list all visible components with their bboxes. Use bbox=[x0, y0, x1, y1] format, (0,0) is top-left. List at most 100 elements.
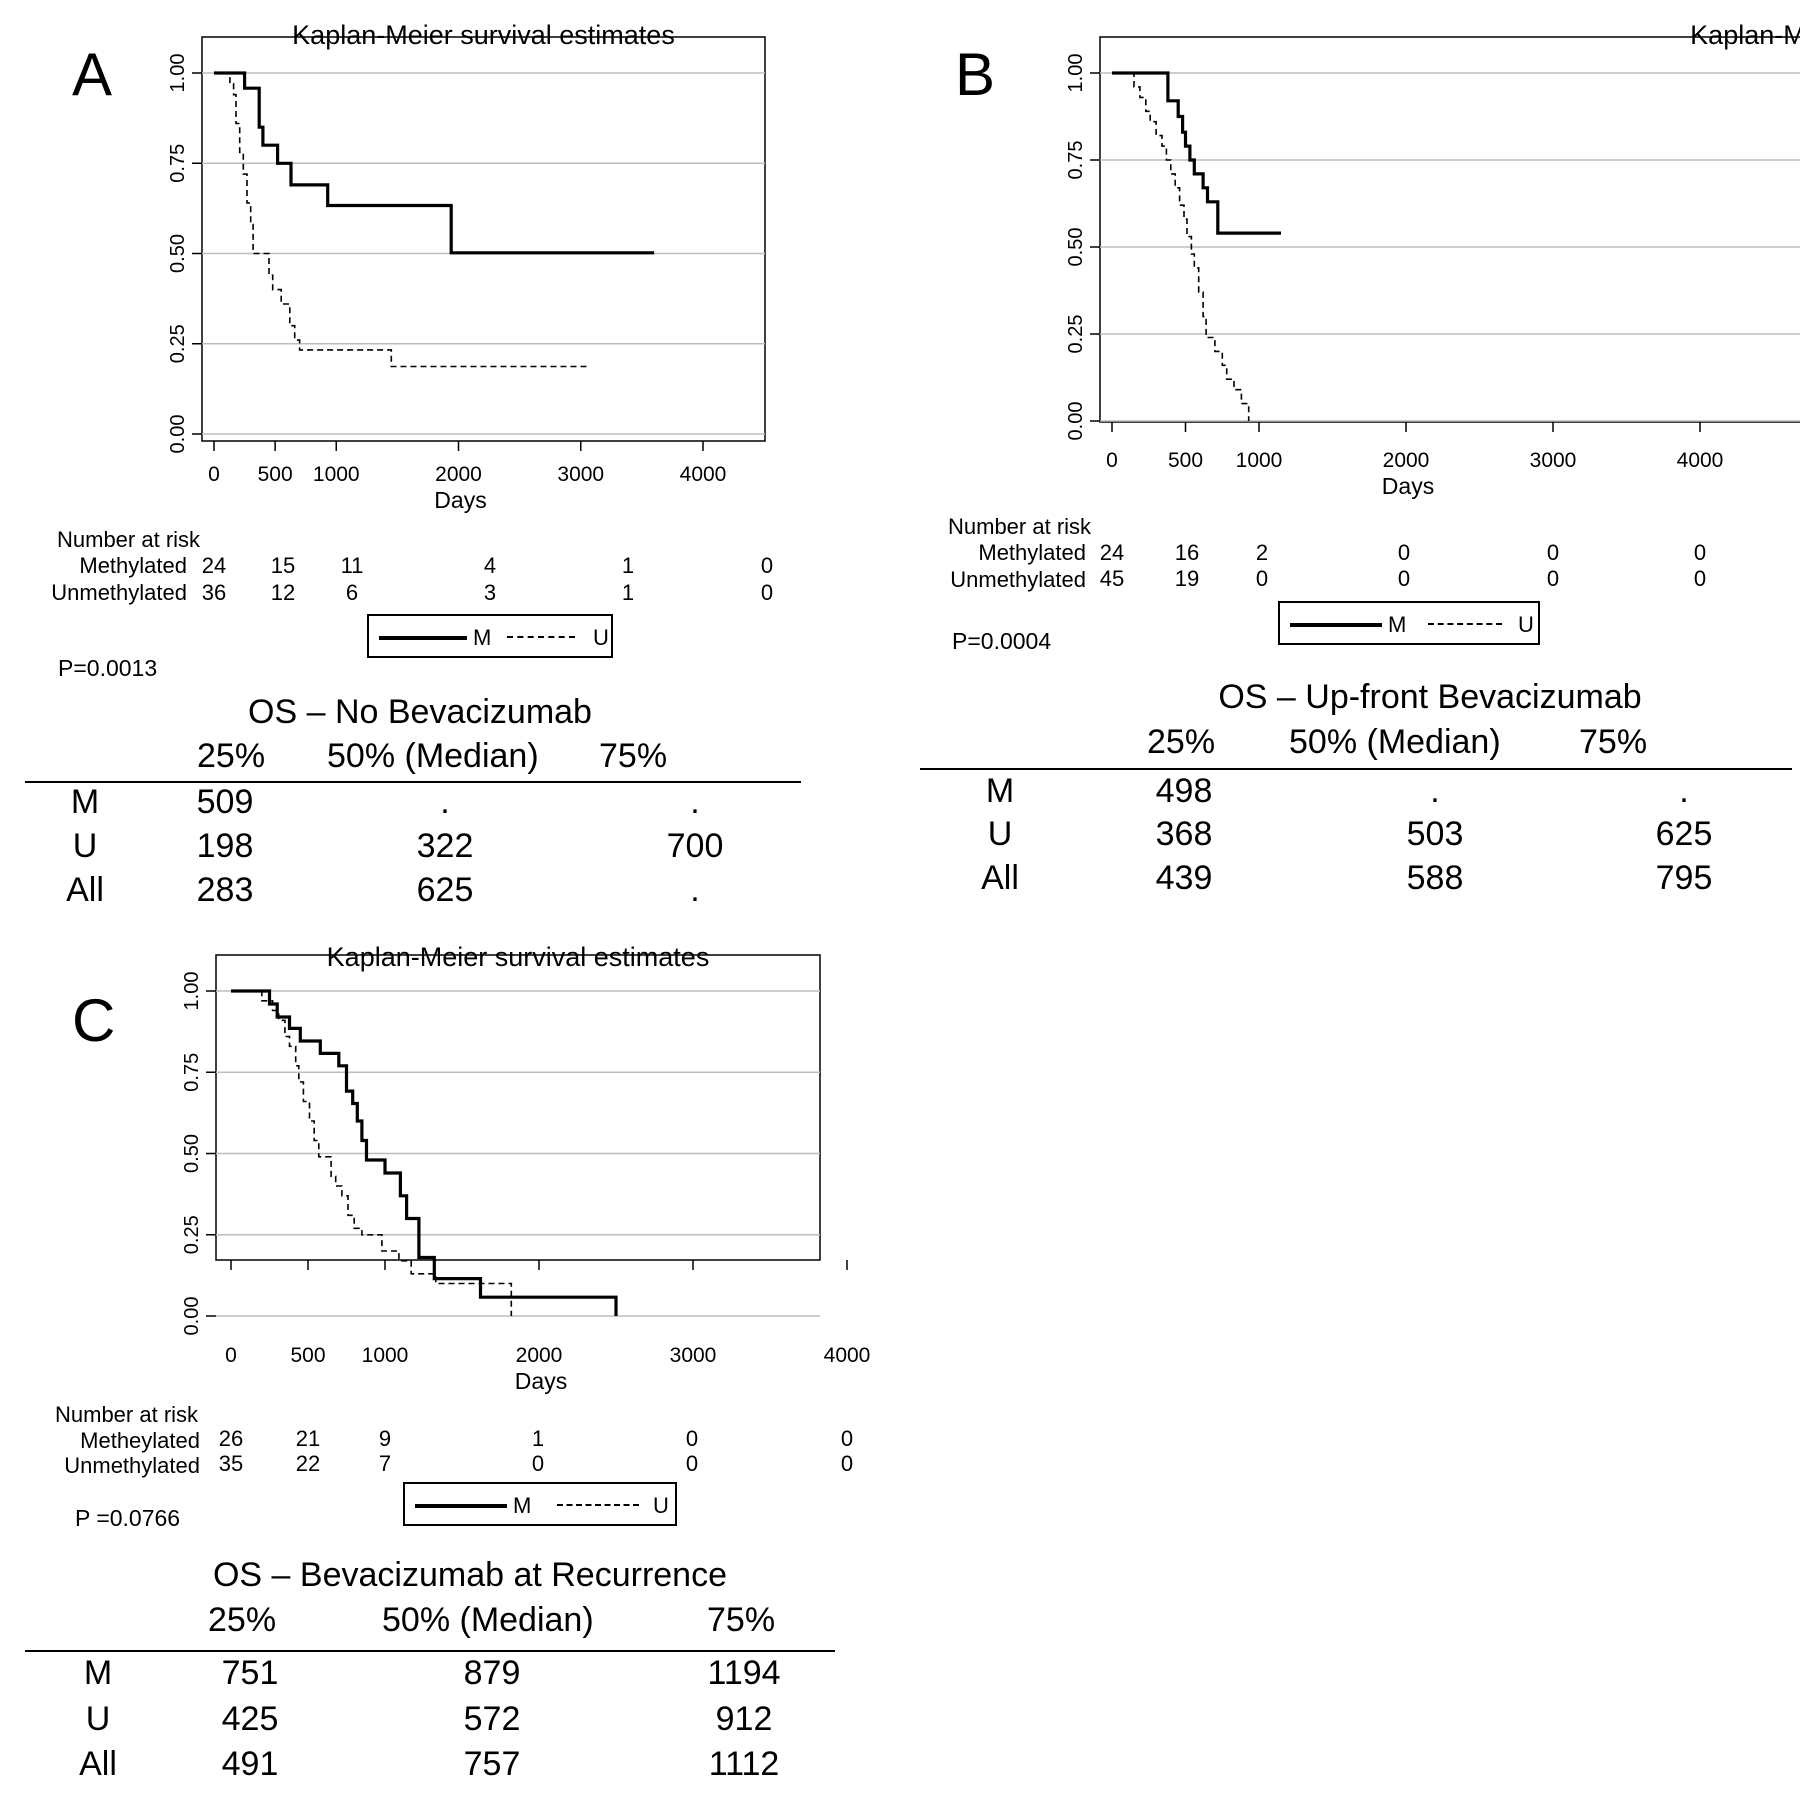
panel-c-row-m-label: M bbox=[83, 1654, 113, 1692]
panel-b-row-m-25: 498 bbox=[1155, 772, 1213, 810]
panel-b-y-tick-label: 0.25 bbox=[1065, 315, 1087, 354]
legend-dashed-line bbox=[507, 636, 575, 638]
panel-c-series-m-curve bbox=[231, 989, 618, 1316]
panel-b-y-tick-label: 0.00 bbox=[1065, 402, 1087, 441]
panel-c-row-m-75: 1194 bbox=[707, 1654, 781, 1692]
panel-c-row-all-25: 491 bbox=[221, 1745, 279, 1783]
panel-c-risk-count: 0 bbox=[686, 1451, 698, 1476]
panel-b-letter: B bbox=[955, 41, 996, 108]
panel-b-risk-count: 2 bbox=[1256, 540, 1268, 565]
panel-c-risk-count: 21 bbox=[296, 1426, 320, 1451]
panel-a-series-u-curve bbox=[214, 72, 587, 368]
panel-b-row-u-label: U bbox=[987, 815, 1013, 853]
panel-a-y-tick-label: 1.00 bbox=[167, 54, 189, 93]
panel-c-risk-count: 22 bbox=[296, 1451, 320, 1476]
legend-label-m: M bbox=[473, 625, 492, 650]
panel-a-x-tick-label: 3000 bbox=[557, 463, 604, 486]
panel-a-row-u-50: 322 bbox=[416, 827, 474, 865]
panel-a-row-u-label: U bbox=[72, 827, 98, 865]
panel-a-table-rule bbox=[25, 781, 801, 783]
panel-b-y-tick-label: 0.50 bbox=[1065, 228, 1087, 267]
panel-a-risk-header: Number at risk bbox=[57, 527, 201, 552]
panel-a-row-m-label: M bbox=[70, 783, 100, 821]
panel-a-y-tick-label: 0.25 bbox=[167, 324, 189, 363]
legend-solid-line bbox=[1290, 623, 1382, 627]
panel-b-x-tick-label: 2000 bbox=[1383, 449, 1430, 472]
panel-b-risk-count: 0 bbox=[1547, 566, 1559, 591]
panel-b-risk-count: 45 bbox=[1100, 566, 1124, 591]
panel-b-plot-frame bbox=[1099, 36, 1800, 423]
panel-a-x-tick-label: 1000 bbox=[313, 463, 360, 486]
panel-a-risk-label-u: Unmethylated bbox=[51, 580, 187, 605]
panel-c-risk-count: 0 bbox=[841, 1426, 853, 1451]
panel-a-row-all-75: . bbox=[690, 871, 700, 909]
panel-c-risk-label-u: Unmethylated bbox=[64, 1453, 200, 1478]
panel-b-risk-count: 16 bbox=[1175, 540, 1199, 565]
panel-b-row-u-75: 625 bbox=[1655, 815, 1713, 853]
panel-c-legend: M U bbox=[403, 1482, 677, 1526]
panel-c-y-tick-label: 0.00 bbox=[181, 1297, 203, 1336]
panel-a-risk-count: 12 bbox=[271, 580, 295, 605]
panel-b-risk-count: 19 bbox=[1175, 566, 1199, 591]
panel-a-x-tick-label: 4000 bbox=[680, 463, 727, 486]
panel-c-row-u-50: 572 bbox=[463, 1700, 521, 1738]
legend-solid-line bbox=[379, 636, 467, 640]
panel-b-x-tick-label: 3000 bbox=[1530, 449, 1577, 472]
panel-a-col-25: 25% bbox=[197, 737, 266, 775]
panel-c-y-tick-label: 1.00 bbox=[181, 972, 203, 1011]
panel-a-y-tick-label: 0.50 bbox=[167, 234, 189, 273]
panel-a-x-tick-label: 2000 bbox=[435, 463, 482, 486]
panel-b-legend: M U bbox=[1278, 601, 1540, 645]
panel-b-pvalue: P=0.0004 bbox=[952, 628, 1052, 654]
panel-a-risk-label-m: Methylated bbox=[79, 553, 187, 578]
panel-b-risk-count: 0 bbox=[1256, 566, 1268, 591]
panel-b-row-all-label: All bbox=[981, 859, 1019, 897]
legend-label-m: M bbox=[1388, 612, 1407, 637]
legend-label-u: U bbox=[653, 1493, 669, 1518]
legend-solid-line bbox=[415, 1504, 507, 1508]
panel-a-table-title: OS – No Bevacizumab bbox=[248, 693, 592, 731]
panel-b-x-tick-label: 500 bbox=[1168, 449, 1203, 472]
panel-b-x-tick-label: 0 bbox=[1106, 449, 1118, 472]
panel-b-row-m-label: M bbox=[985, 772, 1015, 810]
panel-a-row-m-50: . bbox=[440, 783, 450, 821]
panel-b-risk-label-u: Unmethylated bbox=[950, 567, 1086, 592]
panel-a-row-m-25: 509 bbox=[196, 783, 254, 821]
panel-a-row-all-50: 625 bbox=[416, 871, 474, 909]
panel-b-x-tick-label: 1000 bbox=[1236, 449, 1283, 472]
panel-c-risk-count: 0 bbox=[532, 1451, 544, 1476]
panel-a-chart-title: Kaplan-Meier survival estimates bbox=[292, 20, 675, 50]
panel-a-row-u-75: 700 bbox=[666, 827, 724, 865]
panel-a-risk-count: 0 bbox=[761, 580, 773, 605]
panel-a-risk-count: 4 bbox=[484, 553, 496, 578]
panel-a-risk-count: 15 bbox=[271, 553, 295, 578]
panel-b-risk-count: 0 bbox=[1694, 566, 1706, 591]
panel-c-risk-count: 1 bbox=[532, 1426, 544, 1451]
panel-b-series-m-curve bbox=[1112, 71, 1281, 235]
panel-a-series-m-curve bbox=[214, 71, 655, 255]
panel-c-letter: C bbox=[72, 987, 116, 1054]
panel-c-row-all-75: 1112 bbox=[708, 1745, 780, 1783]
panel-c-row-m-50: 879 bbox=[463, 1654, 521, 1692]
panel-c-plot-frame bbox=[215, 954, 821, 1261]
panel-c-row-u-label: U bbox=[85, 1700, 111, 1738]
panel-c-table-rule bbox=[25, 1650, 835, 1652]
panel-a-y-tick-label: 0.75 bbox=[167, 144, 189, 183]
panel-c-row-m-25: 751 bbox=[221, 1654, 279, 1692]
panel-a-row-m-75: . bbox=[690, 783, 700, 821]
panel-a-x-tick-label: 500 bbox=[258, 463, 293, 486]
panel-a-legend: M U bbox=[367, 614, 613, 658]
panel-b-row-m-50: . bbox=[1430, 772, 1440, 810]
panel-c-risk-count: 35 bbox=[219, 1451, 243, 1476]
panel-c-series-u-curve bbox=[231, 990, 513, 1316]
panel-c-col-25: 25% bbox=[208, 1601, 277, 1639]
panel-b-y-tick-label: 0.75 bbox=[1065, 141, 1087, 180]
panel-c-chart-title: Kaplan-Meier survival estimates bbox=[327, 942, 710, 972]
panel-a-y-tick-label: 0.00 bbox=[167, 415, 189, 454]
panel-b-y-tick-label: 1.00 bbox=[1065, 54, 1087, 93]
panel-b-row-u-50: 503 bbox=[1406, 815, 1464, 853]
panel-a-risk-count: 6 bbox=[346, 580, 358, 605]
panel-c-x-tick-label: 1000 bbox=[362, 1344, 409, 1367]
panel-c-risk-count: 7 bbox=[379, 1451, 391, 1476]
panel-c-row-all-label: All bbox=[79, 1745, 117, 1783]
